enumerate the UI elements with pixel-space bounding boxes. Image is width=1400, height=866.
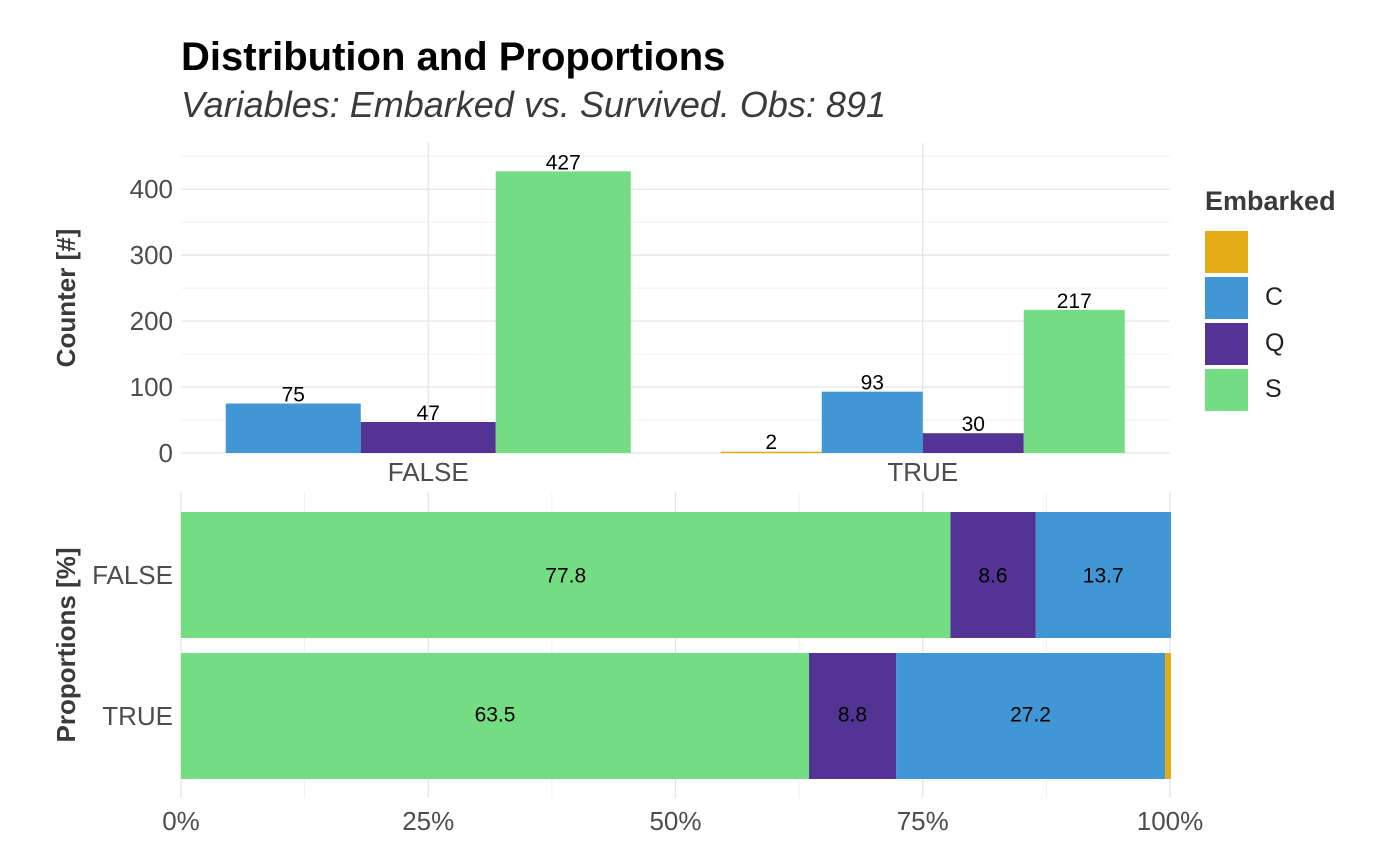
legend-key [1205,277,1248,319]
bar [360,422,496,453]
x-tick-label: 25% [402,806,454,836]
legend-label: C [1265,283,1284,311]
bar-value-label: 217 [1057,290,1092,313]
bar-value-label: 47 [417,402,440,425]
x-tick-label: FALSE [388,457,469,487]
y-axis-title: Proportions [%] [51,548,81,743]
segment-value-label: 77.8 [545,564,586,587]
bar-value-label: 93 [861,372,884,395]
stacked-segment [1165,653,1171,779]
bar-value-label: 30 [962,413,985,436]
chart-title: Distribution and Proportions [181,35,726,79]
y-axis-title: Counter [#] [51,229,81,368]
x-tick-label: 50% [649,806,701,836]
legend-key [1205,323,1248,365]
bar-value-label: 2 [765,431,777,454]
x-tick-label: 0% [162,806,200,836]
stacked-segment [181,653,810,779]
bar [225,403,361,453]
segment-value-label: 8.6 [978,564,1007,587]
segment-value-label: 63.5 [475,703,516,726]
legend-key [1205,231,1248,273]
segment-value-label: 8.8 [838,703,867,726]
legend-label: S [1265,375,1282,403]
legend-item [1205,231,1385,273]
x-tick-label: TRUE [887,457,958,487]
y-tick-label: 400 [130,174,173,204]
bar-value-label: 427 [546,151,581,174]
stacked-segment [950,512,1036,638]
legend-label: Q [1265,329,1285,357]
segment-value-label: 27.2 [1010,703,1051,726]
y-tick-label: 100 [130,372,173,402]
bar-value-label: 75 [282,384,305,407]
y-tick-label: 0 [159,438,173,468]
stacked-segment [809,653,897,779]
bar [495,171,631,454]
bar [922,433,1024,453]
x-tick-label: 75% [897,806,949,836]
y-tick-label: FALSE [92,560,173,590]
legend-key [1205,369,1248,411]
stacked-segment [896,653,1166,779]
y-tick-label: 300 [130,240,173,270]
stacked-segment [181,512,951,638]
bar [1023,309,1125,453]
legend-item: S [1205,369,1385,411]
bar [720,451,822,454]
legend-title: Embarked [1205,186,1336,216]
legend-item: Q [1205,323,1385,365]
legend-item: C [1205,277,1385,319]
y-tick-label: TRUE [102,701,173,731]
stacked-segment [1035,512,1171,638]
x-tick-label: 100% [1137,806,1204,836]
y-tick-label: 200 [130,306,173,336]
segment-value-label: 13.7 [1083,564,1124,587]
bar [821,391,923,453]
chart-subtitle: Variables: Embarked vs. Survived. Obs: 8… [181,84,886,125]
